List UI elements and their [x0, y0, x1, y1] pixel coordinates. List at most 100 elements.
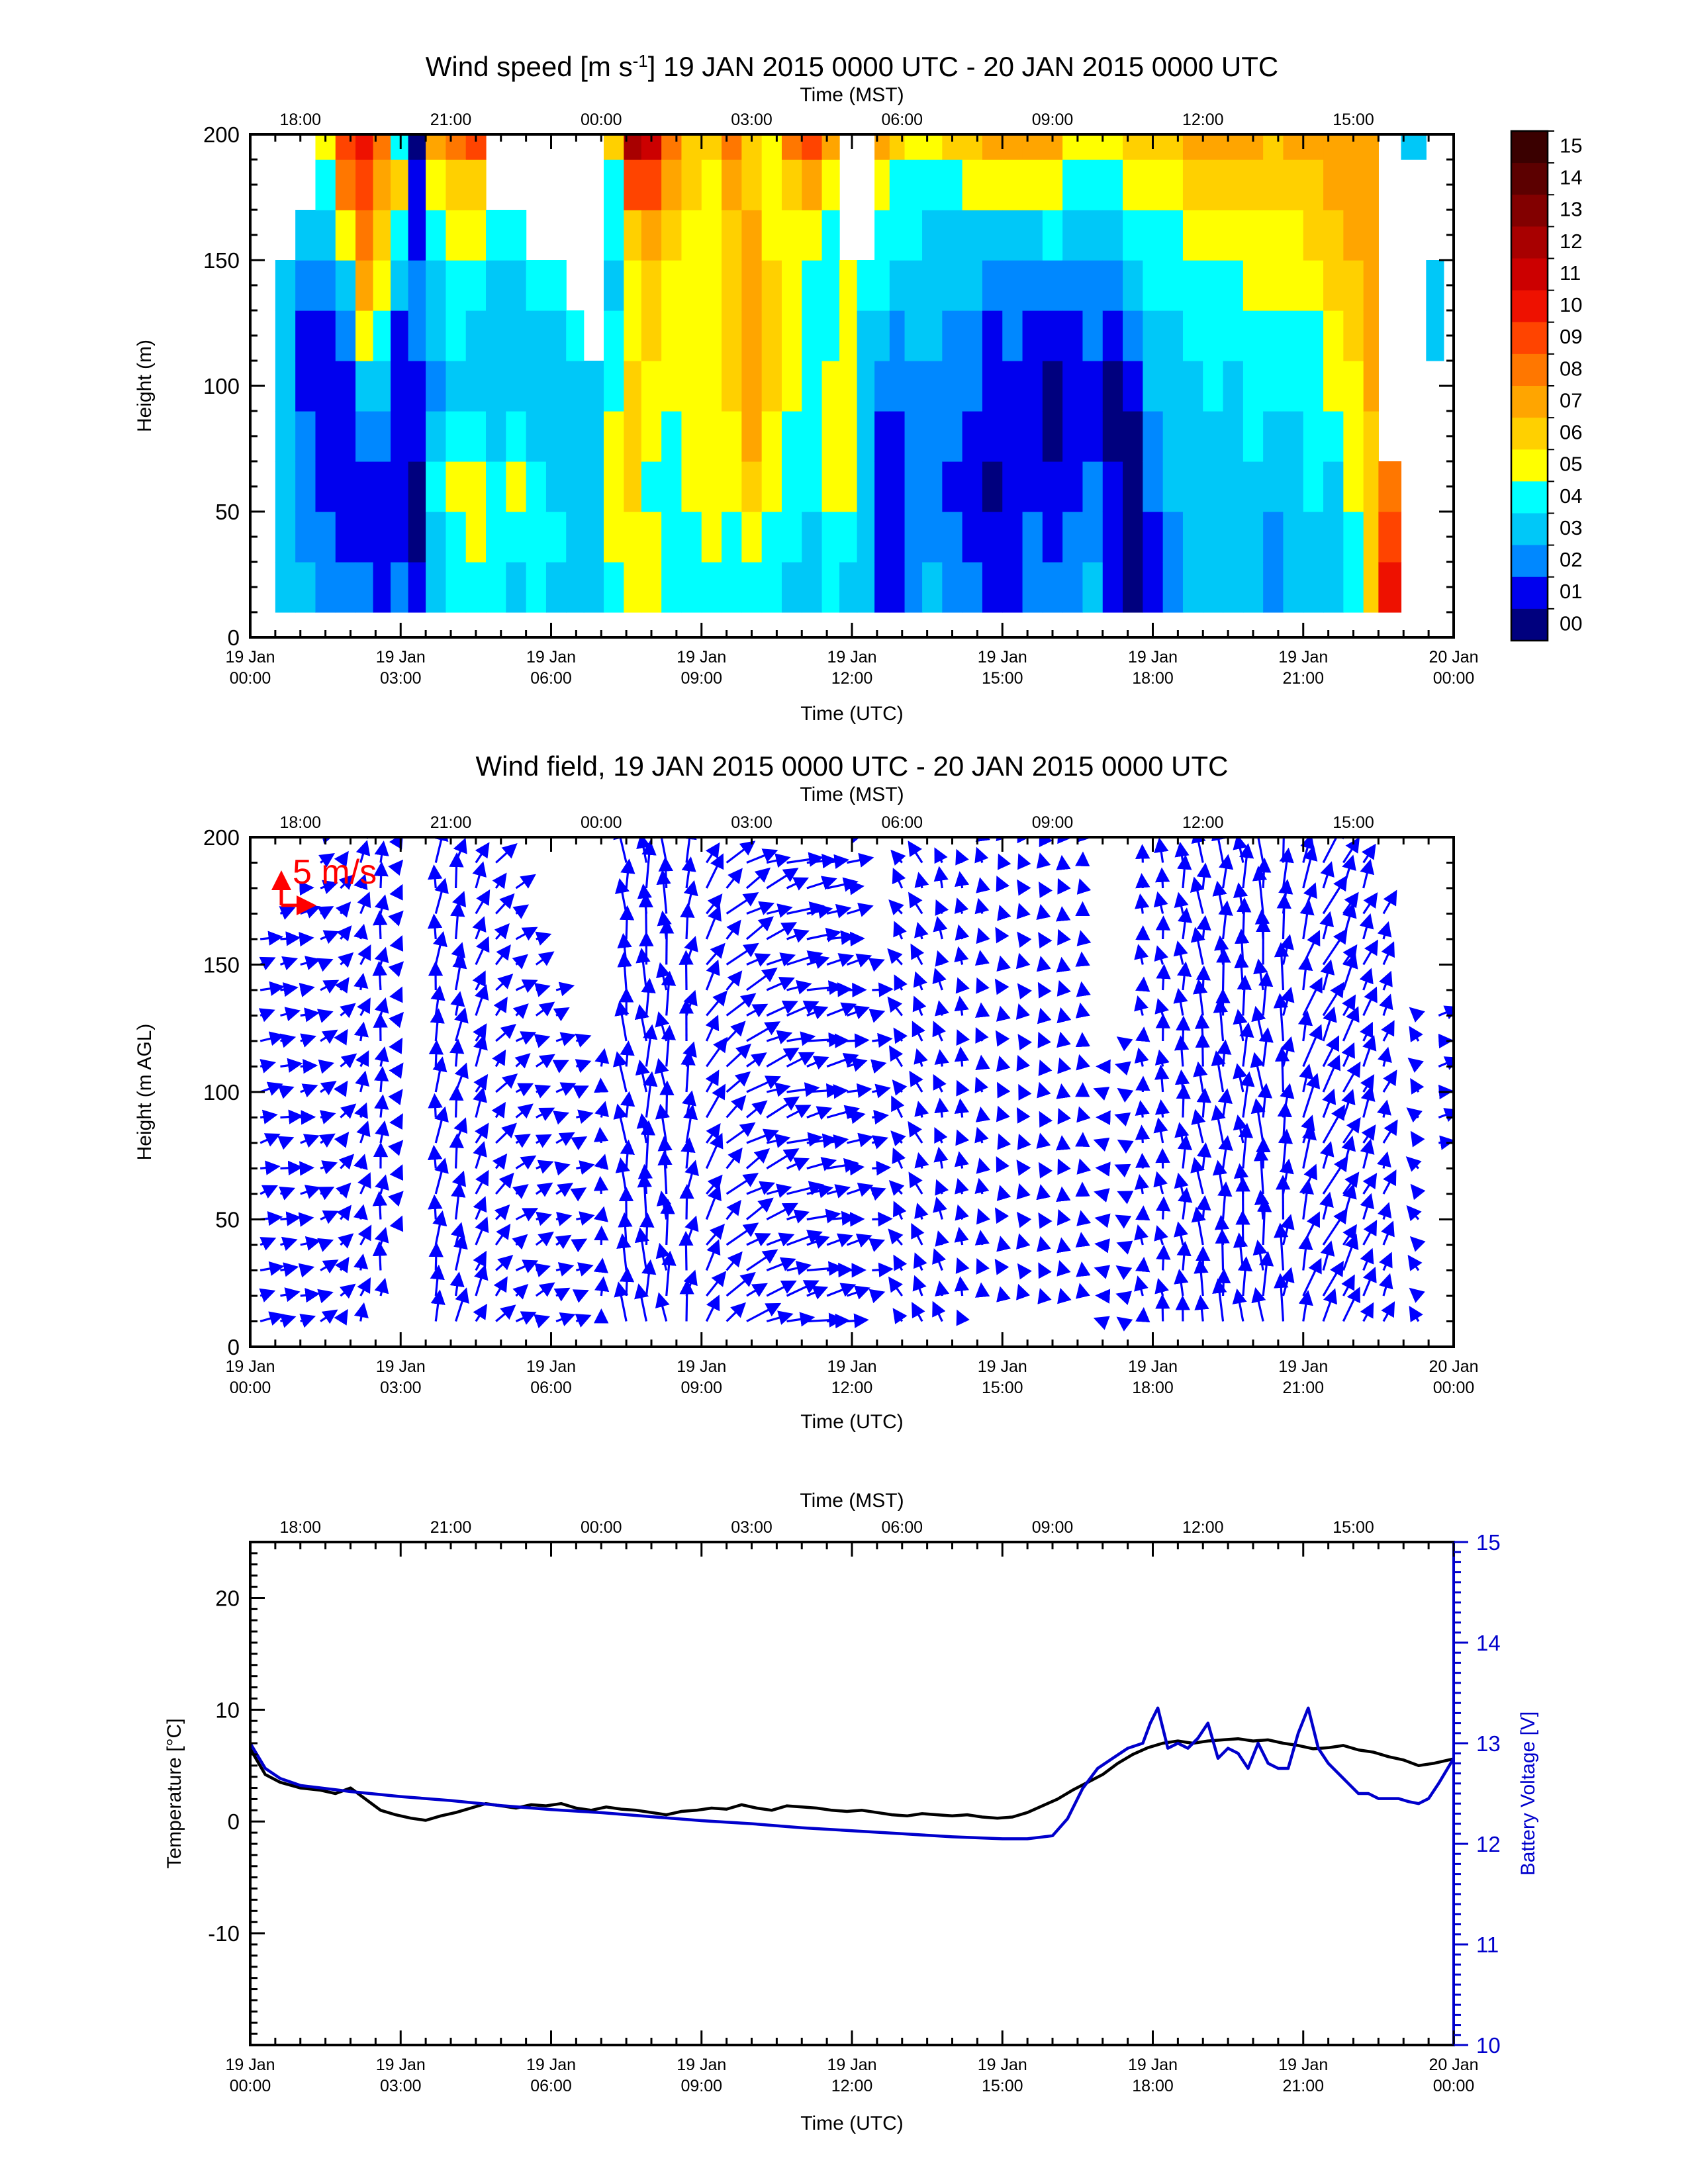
wind-vector: [726, 1021, 746, 1042]
wind-vector: [1075, 1232, 1090, 1248]
wind-vector: [338, 1154, 355, 1170]
colorbar-label: 13: [1560, 198, 1582, 221]
wind-vector: [1196, 1087, 1212, 1118]
wind-vector: [514, 1053, 531, 1069]
wind-vector: [259, 981, 285, 996]
speed-cell: [821, 310, 840, 361]
wind-vector: [996, 1105, 1010, 1122]
wind-vector: [746, 1003, 769, 1018]
speed-cell: [1062, 134, 1084, 160]
speed-cell: [722, 411, 742, 462]
wind-vector: [320, 930, 340, 944]
wind-vector: [786, 1181, 825, 1196]
speed-cell: [408, 260, 426, 311]
speed-cell: [874, 562, 890, 613]
panel1-y-label: Height (m): [134, 340, 156, 432]
wind-vector: [259, 1081, 283, 1096]
colorbar-swatch: [1511, 449, 1548, 482]
speed-cell: [1378, 461, 1402, 512]
wind-vector: [1320, 959, 1335, 991]
speed-cell: [982, 361, 1003, 412]
wind-vector: [1154, 1049, 1170, 1067]
speed-cell: [355, 159, 374, 210]
wind-vector: [1017, 983, 1033, 1000]
wind-vector: [1322, 837, 1344, 864]
wind-vector: [912, 1021, 925, 1042]
wind-vector: [1360, 1193, 1374, 1220]
wind-vector: [1302, 1073, 1321, 1118]
speed-cell: [1182, 512, 1203, 563]
utc-tick-label-date: 19 Jan: [1278, 648, 1328, 666]
speed-cell: [408, 562, 426, 613]
speed-cell: [741, 562, 763, 613]
wind-vector: [1297, 1010, 1313, 1042]
speed-cell: [445, 310, 467, 361]
wind-vector: [449, 1085, 464, 1118]
speed-cell: [839, 512, 858, 563]
speed-cell: [1203, 310, 1224, 361]
wind-vector: [280, 1211, 302, 1226]
speed-cell: [1263, 411, 1284, 462]
wind-vector: [620, 1139, 635, 1169]
speed-cell: [275, 310, 296, 361]
wind-vector: [536, 1211, 553, 1226]
speed-cell: [1243, 512, 1264, 563]
wind-vector: [555, 1032, 577, 1046]
wind-vector: [555, 1132, 575, 1146]
wind-vector: [357, 1277, 371, 1297]
speed-cell: [1123, 361, 1143, 412]
wind-vector: [680, 1137, 696, 1169]
wind-vector: [1379, 993, 1393, 1017]
wind-vector: [1174, 1172, 1189, 1195]
wind-vector: [1038, 1161, 1053, 1179]
wind-vector: [1196, 915, 1211, 940]
speed-cell: [681, 159, 702, 210]
wind-vector: [745, 867, 771, 889]
speed-cell: [465, 461, 487, 512]
wind-vector: [847, 852, 874, 868]
wind-vector: [1319, 1191, 1334, 1220]
wind-vector: [357, 1172, 371, 1195]
wind-vector: [1154, 837, 1169, 863]
speed-cell: [1143, 310, 1164, 361]
wind-vector: [594, 1154, 609, 1170]
wind-vector: [954, 1276, 969, 1297]
wind-vector: [475, 1169, 489, 1195]
wind-vector: [375, 1120, 390, 1144]
wind-vector: [654, 1058, 669, 1093]
speed-cell: [889, 461, 906, 512]
speed-cell: [275, 361, 296, 412]
wind-vector: [1036, 852, 1051, 869]
speed-cell: [839, 310, 858, 361]
wind-vector: [726, 1302, 747, 1322]
wind-vector: [1162, 837, 1163, 838]
wind-vector: [806, 1056, 829, 1070]
speed-cell: [1223, 210, 1244, 261]
wind-vector: [1134, 944, 1149, 965]
wind-vector: [1194, 1013, 1210, 1042]
speed-cell: [583, 411, 604, 462]
wind-vector: [1302, 1163, 1317, 1195]
speed-cell: [315, 461, 336, 512]
speed-cell: [465, 512, 487, 563]
wind-vector: [914, 922, 929, 940]
wind-vector: [555, 1082, 577, 1096]
speed-cell: [722, 562, 742, 613]
speed-cell: [701, 361, 722, 412]
speed-cell: [1263, 310, 1284, 361]
speed-cell: [335, 411, 356, 462]
wind-vector: [1360, 1248, 1374, 1271]
wind-vector: [1038, 1060, 1053, 1077]
speed-cell: [1082, 310, 1103, 361]
speed-cell: [681, 134, 702, 160]
speed-cell: [426, 461, 447, 512]
wind-vector: [1173, 987, 1188, 1016]
speed-cell: [1263, 562, 1284, 613]
y-tick-label: 100: [203, 374, 240, 398]
speed-cell: [839, 361, 858, 412]
speed-cell: [1042, 159, 1063, 210]
y-tick-label: -10: [208, 1921, 240, 1946]
speed-cell: [962, 461, 983, 512]
wind-vector: [1283, 837, 1285, 838]
speed-cell: [465, 361, 487, 412]
